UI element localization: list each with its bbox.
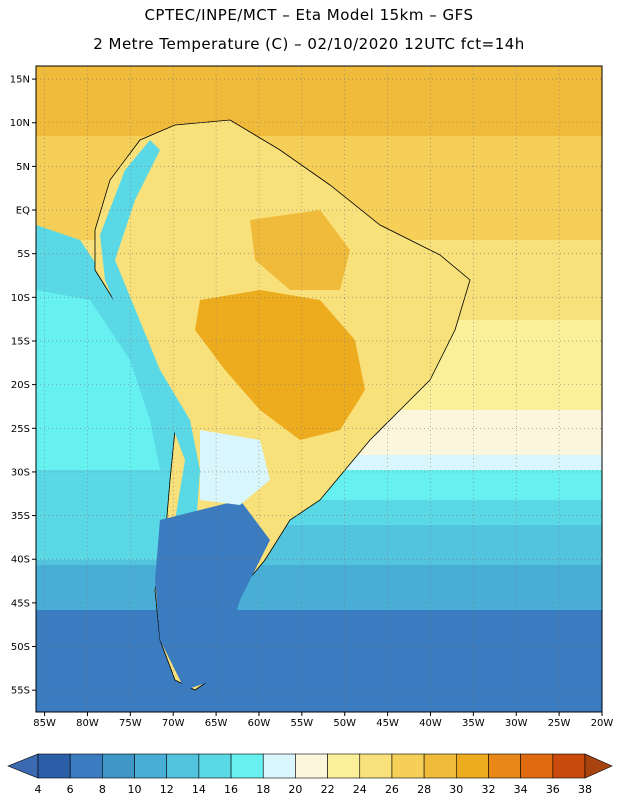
colorbar-swatch xyxy=(198,753,232,779)
lon-tick-label: 30W xyxy=(505,718,528,729)
lat-tick-label: 20S xyxy=(11,380,30,391)
colorbar-label: 36 xyxy=(546,783,560,796)
lon-tick-label: 35W xyxy=(462,718,485,729)
lat-tick-label: 55S xyxy=(11,686,30,697)
colorbar-label: 22 xyxy=(321,783,335,796)
lat-tick-label: 15N xyxy=(10,75,30,86)
field-patagonia-cold xyxy=(155,500,270,690)
colorbar-swatch xyxy=(359,753,393,779)
lon-tick-label: 75W xyxy=(119,718,142,729)
colorbar-swatch xyxy=(423,753,457,779)
colorbar-labels: 4 6 8 10 12 14 16 18 20 22 24 26 28 30 32 34 36 38 xyxy=(35,783,593,796)
lat-tick-label: 40S xyxy=(11,555,30,566)
colorbar-swatch xyxy=(134,753,168,779)
lat-tick-label: 10N xyxy=(10,118,30,129)
lon-tick-label: 55W xyxy=(291,718,314,729)
lon-tick-label: 70W xyxy=(162,718,185,729)
lat-tick-label: 10S xyxy=(11,293,30,304)
colorbar-swatch xyxy=(455,753,489,779)
colorbar-label: 8 xyxy=(99,783,106,796)
lon-tick-label: 45W xyxy=(376,718,399,729)
lon-tick-label: 40W xyxy=(419,718,442,729)
colorbar-label: 26 xyxy=(385,783,399,796)
lat-tick-label: 5S xyxy=(17,249,30,260)
colorbar-label: 20 xyxy=(288,783,302,796)
colorbar-label: 16 xyxy=(224,783,238,796)
colorbar-label: 32 xyxy=(481,783,495,796)
colorbar-label: 30 xyxy=(449,783,463,796)
field-band-10 xyxy=(36,565,602,610)
lon-tick-label: 65W xyxy=(205,718,228,729)
colorbar-swatch xyxy=(69,753,103,779)
lat-tick-label: 35S xyxy=(11,511,30,522)
lat-tick-label: 45S xyxy=(11,598,30,609)
colorbar-label: 34 xyxy=(514,783,528,796)
field-caribbean xyxy=(36,66,602,136)
colorbar-low-arrow xyxy=(7,753,39,779)
chart-title-line2: 2 Metre Temperature (C) – 02/10/2020 12U… xyxy=(93,35,525,53)
colorbar-label: 6 xyxy=(67,783,74,796)
colorbar-label: 12 xyxy=(160,783,174,796)
lon-tick-label: 20W xyxy=(591,718,614,729)
field-hot-interior xyxy=(195,290,365,440)
colorbar-swatch xyxy=(327,753,361,779)
colorbar-swatch xyxy=(488,753,521,779)
lat-tick-label: 30S xyxy=(11,467,30,478)
colorbar-swatch xyxy=(391,753,425,779)
colorbar-label: 38 xyxy=(578,783,592,796)
lat-tick-label: 50S xyxy=(11,642,30,653)
temperature-field xyxy=(36,66,602,712)
lat-tick-label: EQ xyxy=(16,206,30,217)
lon-tick-label: 25W xyxy=(548,718,571,729)
colorbar-swatch xyxy=(166,753,200,779)
lat-tick-label: 5N xyxy=(16,162,30,173)
colorbar-swatch xyxy=(230,753,264,779)
lon-tick-label: 80W xyxy=(76,718,99,729)
colorbar-swatch xyxy=(520,753,554,779)
map-frame xyxy=(35,65,603,713)
colorbar-label: 28 xyxy=(417,783,431,796)
field-pacific-band-16 xyxy=(36,290,160,470)
chart-title-line1: CPTEC/INPE/MCT – Eta Model 15km – GFS xyxy=(144,6,474,24)
field-central-argentina xyxy=(200,430,270,505)
lat-tick-label: 25S xyxy=(11,424,30,435)
field-amazon-warm xyxy=(250,210,350,290)
colorbar-label: 14 xyxy=(192,783,206,796)
colorbar-swatch xyxy=(37,753,71,779)
field-band-6 xyxy=(36,610,602,712)
colorbar-label: 24 xyxy=(353,783,367,796)
colorbar-label: 4 xyxy=(35,783,42,796)
colorbar-swatch xyxy=(262,753,296,779)
colorbar-swatch xyxy=(295,753,328,779)
colorbar-swatch xyxy=(552,753,586,779)
colorbar-high-arrow xyxy=(584,753,613,779)
lon-tick-label: 85W xyxy=(33,718,56,729)
lon-tick-label: 60W xyxy=(248,718,271,729)
colorbar-label: 10 xyxy=(128,783,142,796)
longitude-labels: 85W 80W 75W 70W 65W 60W 55W 50W 45W 40W 35W 30W 25W 2… xyxy=(33,712,613,729)
latitude-labels: 15N 10N 5N EQ 5S 10S 15S 20S 25S 30S 35S 40S 45S 50S 5… xyxy=(10,75,36,697)
field-andes-cool xyxy=(100,140,200,600)
colorbar-label: 18 xyxy=(256,783,270,796)
lat-tick-label: 15S xyxy=(11,336,30,347)
colorbar-swatch xyxy=(102,753,135,779)
lon-tick-label: 50W xyxy=(333,718,356,729)
colorbar xyxy=(7,753,613,779)
